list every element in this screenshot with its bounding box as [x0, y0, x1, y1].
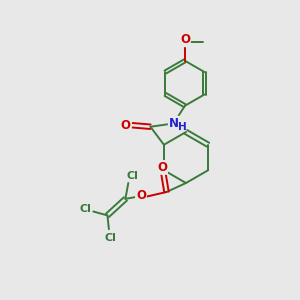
Text: Cl: Cl	[126, 171, 138, 182]
Text: O: O	[136, 189, 146, 203]
Text: N: N	[169, 117, 179, 130]
Text: O: O	[180, 33, 190, 46]
Text: O: O	[157, 161, 167, 174]
Text: Cl: Cl	[79, 203, 91, 214]
Text: O: O	[121, 119, 131, 132]
Text: Cl: Cl	[104, 233, 116, 243]
Text: H: H	[178, 122, 187, 132]
